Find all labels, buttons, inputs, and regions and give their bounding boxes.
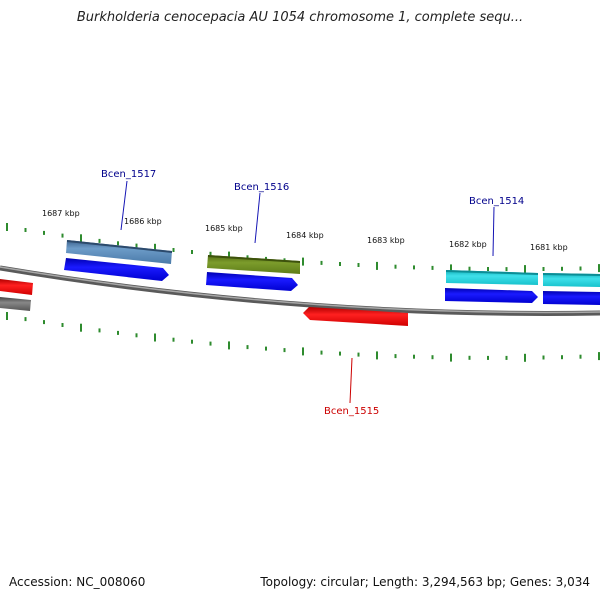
scale-tick bbox=[357, 263, 360, 267]
scale-tick bbox=[450, 264, 452, 273]
scale-tick bbox=[61, 323, 64, 327]
scale-tick bbox=[246, 255, 249, 260]
scale-tick bbox=[320, 350, 323, 355]
label-leader-bcen-1517 bbox=[120, 180, 128, 231]
scale-tick bbox=[376, 261, 378, 270]
cds-arrow-bcen-1514[interactable] bbox=[445, 288, 538, 303]
scale-tick bbox=[468, 266, 471, 271]
scale-tick bbox=[431, 265, 434, 270]
scale-tick bbox=[43, 230, 45, 235]
scale-tick bbox=[228, 341, 230, 350]
scale-tick bbox=[98, 238, 101, 243]
scale-tick bbox=[246, 345, 249, 350]
label-leader-bcen-1514 bbox=[492, 206, 495, 257]
scale-tick bbox=[431, 355, 434, 360]
gene-label-bcen-1515[interactable]: Bcen_1515 bbox=[324, 406, 379, 417]
label-leader-bcen-1515 bbox=[349, 357, 353, 404]
cds-arrow-next[interactable] bbox=[543, 291, 600, 305]
scale-label: 1687 kbp bbox=[42, 209, 80, 218]
scale-label: 1685 kbp bbox=[205, 224, 243, 233]
gene-feature-bcen-1514[interactable] bbox=[446, 270, 538, 285]
scale-tick bbox=[43, 320, 45, 325]
scale-tick bbox=[598, 264, 600, 273]
gene-label-bcen-1514[interactable]: Bcen_1514 bbox=[469, 196, 524, 207]
scale-tick bbox=[98, 328, 101, 333]
chromosome-backbone bbox=[0, 265, 600, 316]
scale-label: 1682 kbp bbox=[449, 240, 487, 249]
gene-feature-bcen-1517[interactable] bbox=[66, 240, 172, 264]
cds-arrow-bcen-1517[interactable] bbox=[64, 258, 169, 281]
scale-tick bbox=[524, 265, 526, 274]
scale-ticks-inner bbox=[6, 312, 600, 362]
scale-tick bbox=[135, 333, 138, 338]
scale-label: 1686 kbp bbox=[124, 217, 162, 226]
topology-info: Topology: circular; Length: 3,294,563 bp… bbox=[260, 575, 590, 589]
scale-tick bbox=[524, 353, 526, 362]
scale-tick bbox=[542, 355, 545, 360]
scale-tick bbox=[598, 352, 600, 361]
scale-tick bbox=[228, 251, 230, 260]
scale-tick bbox=[6, 223, 8, 231]
scale-tick bbox=[209, 341, 212, 346]
scale-tick bbox=[487, 355, 489, 360]
scale-tick bbox=[320, 260, 323, 265]
scale-tick bbox=[394, 354, 397, 359]
scale-tick bbox=[154, 243, 156, 252]
scale-label: 1684 kbp bbox=[286, 231, 324, 240]
scale-label: 1683 kbp bbox=[367, 236, 405, 245]
scale-tick bbox=[172, 248, 175, 252]
scale-tick bbox=[357, 352, 360, 357]
scale-tick bbox=[413, 354, 415, 359]
scale-tick bbox=[135, 243, 138, 248]
scale-tick bbox=[302, 347, 304, 356]
scale-tick bbox=[376, 351, 378, 360]
scale-tick bbox=[265, 346, 267, 351]
scale-tick bbox=[561, 266, 563, 271]
accession-info: Accession: NC_008060 bbox=[9, 575, 146, 589]
scale-tick bbox=[80, 234, 82, 243]
scale-tick bbox=[505, 267, 508, 272]
scale-tick bbox=[468, 355, 471, 360]
gene-label-bcen-1517[interactable]: Bcen_1517 bbox=[101, 169, 156, 180]
scale-tick bbox=[80, 323, 82, 332]
scale-tick bbox=[6, 312, 8, 320]
scale-tick bbox=[339, 262, 341, 266]
scale-tick bbox=[283, 348, 286, 353]
map-title: Burkholderia cenocepacia AU 1054 chromos… bbox=[76, 10, 524, 25]
scale-tick bbox=[394, 264, 397, 269]
scale-tick bbox=[302, 257, 304, 266]
label-leader-bcen-1516 bbox=[254, 192, 261, 244]
scale-tick bbox=[154, 333, 156, 342]
scale-tick bbox=[117, 241, 119, 246]
scale-tick bbox=[505, 355, 508, 360]
scale-tick bbox=[117, 330, 119, 335]
gene-feature-left-partial[interactable] bbox=[0, 279, 33, 311]
gene-feature-next[interactable] bbox=[543, 273, 600, 287]
scale-tick bbox=[24, 317, 27, 322]
scale-label: 1681 kbp bbox=[530, 243, 568, 252]
scale-tick bbox=[579, 354, 582, 359]
scale-tick bbox=[209, 251, 212, 256]
scale-tick bbox=[339, 351, 341, 356]
cds-arrow-bcen-1515[interactable] bbox=[303, 307, 408, 326]
scale-tick bbox=[61, 233, 64, 238]
scale-tick bbox=[172, 337, 175, 342]
scale-tick bbox=[24, 228, 27, 232]
scale-tick bbox=[487, 267, 489, 271]
gene-feature-bcen-1516[interactable] bbox=[207, 255, 300, 274]
chromosome-backbone-highlight bbox=[0, 266, 600, 314]
scale-tick bbox=[413, 265, 415, 270]
scale-tick bbox=[191, 339, 193, 344]
scale-tick bbox=[191, 250, 193, 254]
scale-tick bbox=[579, 266, 582, 271]
scale-tick bbox=[450, 353, 452, 362]
cds-arrow-bcen-1516[interactable] bbox=[206, 272, 298, 291]
scale-tick bbox=[561, 355, 563, 360]
scale-ticks-outer bbox=[6, 223, 600, 274]
gene-label-bcen-1516[interactable]: Bcen_1516 bbox=[234, 182, 289, 193]
scale-tick bbox=[542, 267, 545, 271]
